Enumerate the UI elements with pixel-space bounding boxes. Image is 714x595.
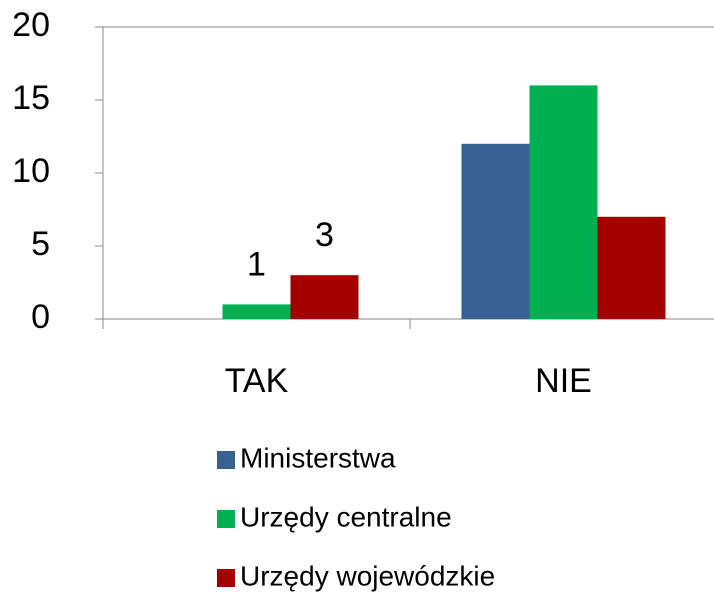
y-tick-label: 5 — [31, 225, 50, 263]
y-tick-label: 0 — [31, 298, 50, 336]
x-tick-label: NIE — [535, 362, 592, 400]
legend-label: Urzędy wojewódzkie — [240, 560, 495, 591]
y-tick-label: 10 — [12, 152, 50, 190]
data-label: 1 — [247, 245, 266, 283]
bar — [222, 304, 291, 319]
bar — [597, 216, 666, 319]
legend-label: Ministerstwa — [240, 442, 396, 473]
legend-swatch — [217, 510, 235, 528]
y-tick-label: 15 — [12, 79, 50, 117]
data-label: 3 — [315, 216, 334, 254]
legend-swatch — [217, 451, 235, 469]
legend-label: Urzędy centralne — [240, 501, 452, 532]
bar — [529, 85, 598, 320]
x-tick-label: TAK — [225, 362, 289, 400]
legend-swatch — [217, 569, 235, 587]
bar — [290, 275, 359, 319]
y-tick-label: 20 — [12, 6, 50, 44]
bar — [461, 143, 530, 319]
